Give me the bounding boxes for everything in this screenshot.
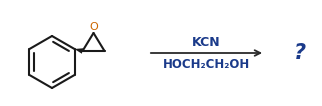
Text: HOCH₂CH₂OH: HOCH₂CH₂OH: [163, 58, 250, 71]
Polygon shape: [74, 48, 83, 54]
Text: KCN: KCN: [192, 36, 221, 49]
Text: O: O: [89, 22, 98, 32]
Text: ?: ?: [294, 43, 306, 63]
